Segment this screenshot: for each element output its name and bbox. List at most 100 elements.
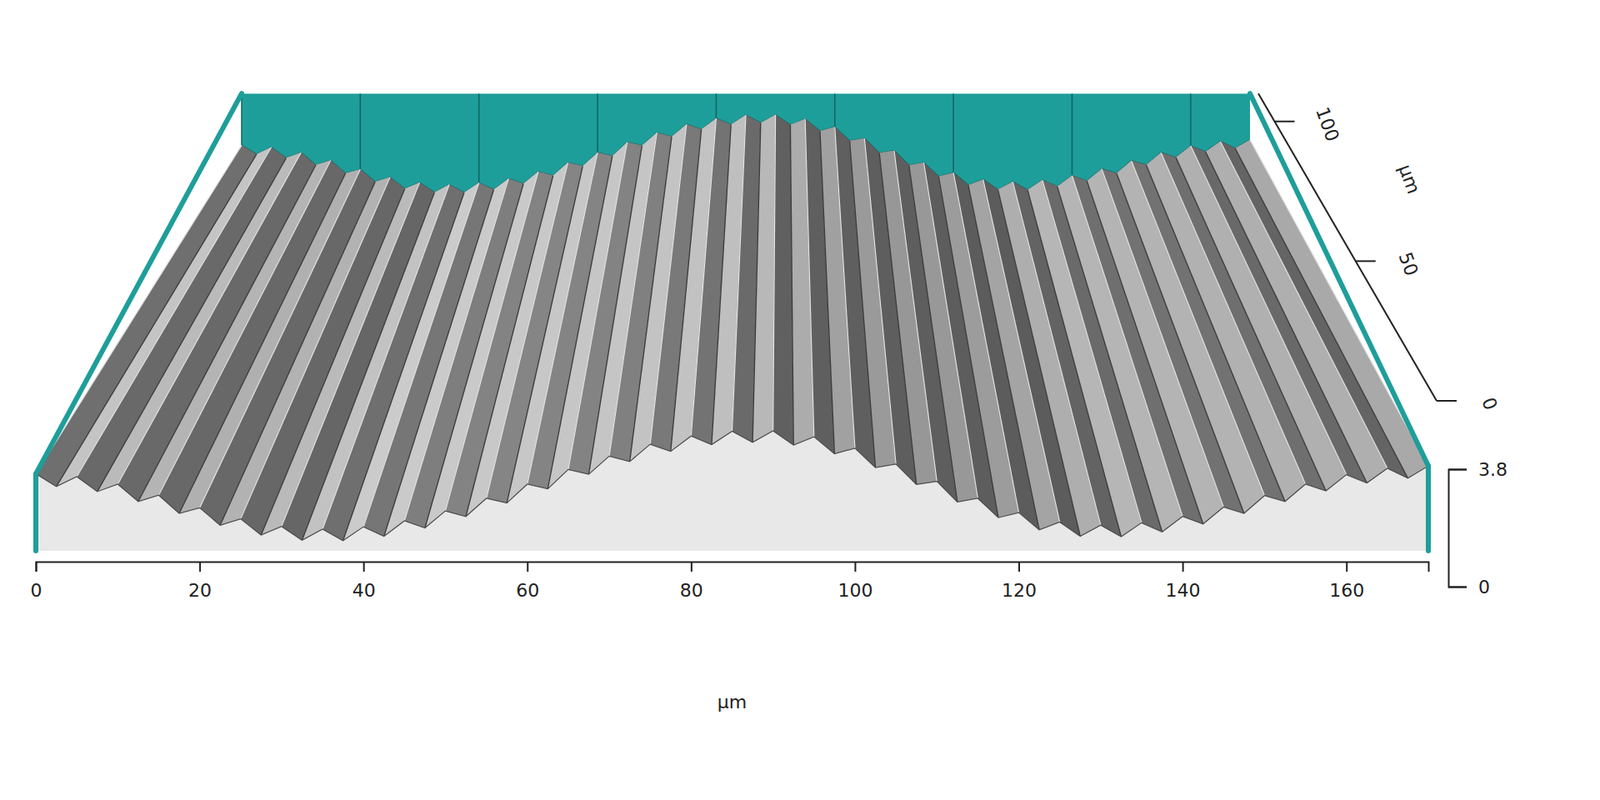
ridge-line [1131,160,1265,496]
valley-line [425,183,524,528]
tick: 100 [1274,104,1343,145]
surface-facet [1235,140,1429,479]
tick-label: 160 [1329,580,1365,601]
tick: 60 [515,561,540,601]
valley-line [384,190,495,537]
frame-edge [33,474,39,551]
tick-mark [35,561,38,572]
ridge-line [527,152,598,485]
tick: 3.8 [1448,459,1508,480]
tick: 0 [1448,576,1490,598]
tick-label: 3.8 [1478,459,1508,480]
tick-mark [1018,561,1020,572]
valley-line [938,176,999,518]
tick: 50 [1355,249,1423,279]
tick-mark [1182,561,1185,572]
ridge-line [35,145,242,474]
tick-mark [1274,120,1295,123]
tick: 120 [1001,561,1037,601]
valley-line [220,181,375,525]
ridge-line [983,179,1060,522]
tick-mark [363,561,365,572]
axis-domain [1258,93,1437,401]
x-axis: 0 20 40 60 80 100 120 140 160 [30,561,1430,601]
frame-edge [35,93,242,474]
valley-line [179,173,346,514]
valley-line [1205,151,1368,483]
valley-line [670,129,702,451]
ridge-line [953,172,1019,513]
ridge-line [240,177,390,520]
valley-line [1145,165,1285,502]
plot-area [35,93,1429,551]
ridge-line [690,118,716,436]
tick: 0 [30,561,43,601]
surface-facet [773,115,795,445]
valley-line [752,123,761,443]
valley-line [1057,186,1163,532]
ridge-line [924,162,979,499]
ridge-line [158,160,330,496]
tick: 140 [1165,561,1201,601]
tick-label: 0 [30,580,43,601]
valley-line [465,175,554,517]
valley-line [850,140,876,468]
chart: 020406080100120140160µm03.8050100µm [0,0,1600,800]
tick-label: 140 [1165,580,1201,601]
valley-line [56,154,257,487]
tick-label: 40 [352,580,376,601]
tick-label: 100 [1311,104,1344,145]
tick-label: 50 [1395,249,1423,279]
tick-label: 100 [837,580,873,601]
front-face [35,430,1429,551]
tick: 40 [352,561,376,601]
tick-label: 80 [680,580,704,601]
valley-line [968,185,1040,530]
tick-label: 0 [1478,576,1490,598]
tick: 160 [1329,561,1365,601]
ridge-line [1190,145,1347,475]
valley-line [343,192,465,540]
valley-line [547,155,613,489]
tick: 0 [1436,395,1502,414]
ridge-line [650,124,687,445]
valley-line [790,125,794,445]
ridge-line [732,115,747,431]
tick-label: 60 [515,580,540,601]
y-axis-title: µm [1395,161,1425,197]
tick-mark [1448,586,1467,589]
tick-label: 120 [1001,580,1037,601]
frame-edge [1250,93,1429,466]
tick-mark [690,561,693,572]
ridge-line [200,169,361,508]
valley-line [260,189,405,536]
valley-line [630,136,672,462]
ridge-line [609,132,657,456]
frame [35,93,1429,551]
surface-facet [752,115,776,443]
frame-edge [1425,465,1431,551]
valley-line [820,130,835,454]
ridge-line [864,138,896,465]
ridge-line [805,119,815,437]
tick-mark [854,561,856,572]
tick-mark [1355,260,1376,262]
tick-label: 0 [1477,395,1501,414]
axis-domain [36,562,1430,573]
ridge-line [281,182,420,526]
ridge-line [363,182,480,527]
tick-mark [1436,400,1457,402]
valley-line [711,125,731,445]
valley-line [1116,173,1245,514]
tick-mark [1448,469,1467,471]
z-axis: 03.8 [1448,459,1508,598]
ridge-line [1250,140,1429,466]
ridge-line [322,185,450,530]
ridge-line [1012,181,1101,525]
tick: 80 [680,561,704,601]
axis-domain [1449,470,1468,588]
ridge-line [773,115,776,431]
tick: 20 [188,561,212,601]
tick-mark [526,561,529,572]
ridge-line [76,147,271,477]
